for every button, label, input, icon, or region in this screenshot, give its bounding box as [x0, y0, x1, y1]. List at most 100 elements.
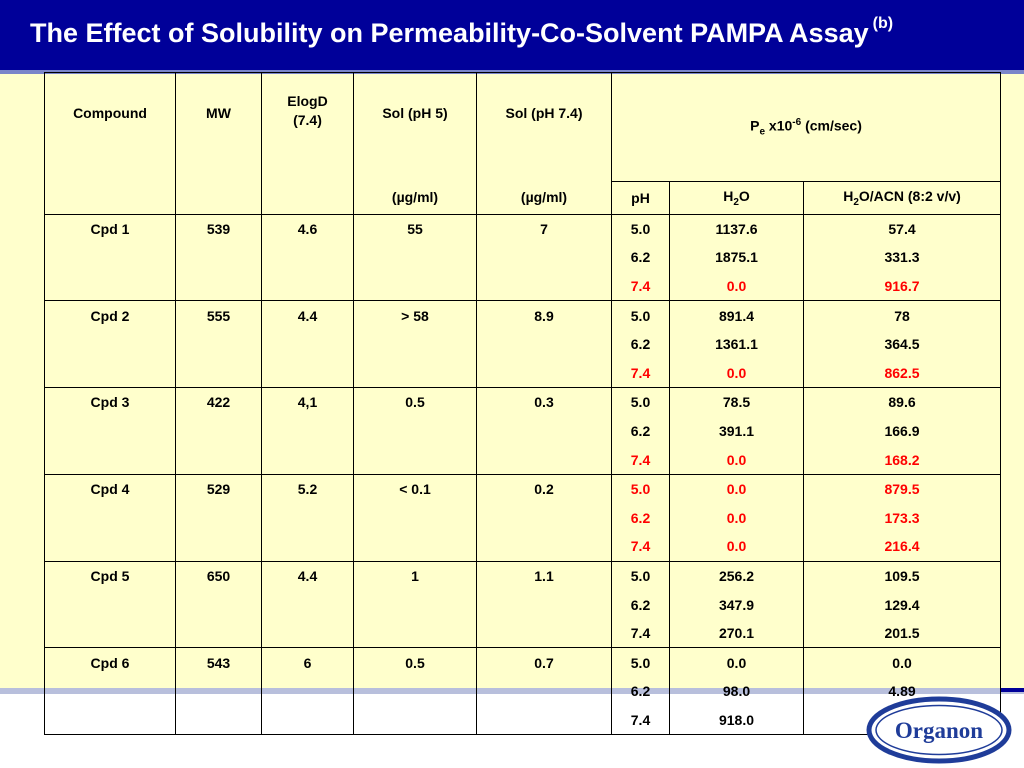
mw-cell: 529 — [175, 474, 262, 504]
mw-cell: 543 — [175, 647, 262, 677]
empty-cell — [476, 705, 612, 736]
empty-cell — [44, 677, 176, 706]
ph-cell: 5.0 — [611, 214, 670, 244]
table-row: 7.4 0.0 916.7 — [44, 271, 1002, 302]
table-row: Cpd 4 529 5.2 < 0.1 0.2 5.0 0.0 879.5 — [44, 474, 1002, 504]
sol-ph5-cell: 0.5 — [353, 387, 477, 417]
pe-h2o-cell: 78.5 — [669, 387, 804, 417]
pe-h2o-acn-cell: 109.5 — [802, 561, 1002, 591]
pe-h2o-cell: 98.0 — [669, 677, 804, 706]
header-h2o: H2O — [669, 181, 804, 215]
table-row: 6.2 1361.1 364.5 — [44, 329, 1002, 359]
slide-title-text: The Effect of Solubility on Permeability… — [30, 18, 869, 48]
pampa-data-table: Compound MW ElogD (7.4) Sol (pH 5) Sol (p… — [44, 72, 1002, 736]
table-row: 7.4 270.1 201.5 — [44, 618, 1002, 649]
empty-cell — [44, 329, 176, 359]
ph-cell: 7.4 — [611, 618, 670, 649]
empty-cell — [175, 358, 262, 389]
table-row: 6.2 391.1 166.9 — [44, 416, 1002, 446]
empty-cell — [476, 618, 612, 649]
empty-cell — [476, 329, 612, 359]
ph-cell: 6.2 — [611, 677, 670, 706]
sol-ph5-cell: > 58 — [353, 300, 477, 330]
empty-cell — [476, 271, 612, 302]
table-row: 6.2 0.0 173.3 — [44, 503, 1002, 533]
subheader-row: (µg/ml) (µg/ml) pH H2O H2O/ACN (8:2 v/v) — [45, 181, 1002, 215]
organon-logo: Organon — [866, 696, 1012, 764]
pe-h2o-cell: 1361.1 — [669, 329, 804, 359]
ph-cell: 7.4 — [611, 271, 670, 302]
empty-cell — [261, 677, 354, 706]
pe-h2o-cell: 0.0 — [669, 647, 804, 677]
empty-cell — [353, 243, 477, 272]
empty-cell — [353, 445, 477, 475]
pe-h2o-cell: 891.4 — [669, 300, 804, 330]
empty-cell — [175, 445, 262, 475]
ph-cell: 7.4 — [611, 358, 670, 389]
empty-cell — [44, 416, 176, 446]
empty-cell — [175, 503, 262, 533]
pe-h2o-cell: 0.0 — [669, 271, 804, 302]
header-ph: pH — [611, 181, 670, 215]
empty-cell — [175, 271, 262, 302]
empty-cell — [353, 590, 477, 619]
table-row: Cpd 2 555 4.4 > 58 8.9 5.0 891.4 78 — [44, 300, 1002, 330]
empty-cell — [261, 271, 354, 302]
compound-name-cell: Cpd 2 — [44, 300, 176, 330]
mw-cell: 555 — [175, 300, 262, 330]
table-row: Cpd 3 422 4,1 0.5 0.3 5.0 78.5 89.6 — [44, 387, 1002, 417]
ph-cell: 5.0 — [611, 647, 670, 677]
pe-h2o-acn-cell: 129.4 — [802, 590, 1002, 619]
empty-cell — [44, 503, 176, 533]
empty-cell — [175, 705, 262, 736]
table-body: Cpd 1 539 4.6 55 7 5.0 1137.6 57.4 6.2 1875.1 331.… — [44, 214, 1002, 736]
sol-ph74-cell: 1.1 — [476, 561, 612, 591]
empty-cell — [353, 358, 477, 389]
ph-cell: 5.0 — [611, 387, 670, 417]
empty-cell — [476, 445, 612, 475]
title-underline — [0, 70, 1024, 74]
empty-cell — [175, 243, 262, 272]
pe-h2o-cell: 256.2 — [669, 561, 804, 591]
empty-cell — [44, 358, 176, 389]
empty-cell — [476, 243, 612, 272]
header-elogd-ph: (7.4) — [293, 112, 322, 128]
mw-cell: 422 — [175, 387, 262, 417]
pe-h2o-cell: 1875.1 — [669, 243, 804, 272]
compound-name-cell: Cpd 6 — [44, 647, 176, 677]
header-compound: Compound — [44, 72, 176, 215]
mw-cell: 650 — [175, 561, 262, 591]
pe-h2o-acn-cell: 201.5 — [802, 618, 1002, 649]
empty-cell — [175, 590, 262, 619]
sol-ph5-cell: 1 — [353, 561, 477, 591]
header-row: Compound MW ElogD (7.4) Sol (pH 5) Sol (p… — [44, 72, 1002, 215]
pe-h2o-acn-cell: 879.5 — [802, 474, 1002, 504]
pe-h2o-cell: 270.1 — [669, 618, 804, 649]
ph-cell: 7.4 — [611, 532, 670, 562]
ph-cell: 5.0 — [611, 474, 670, 504]
table-row: 6.2 98.0 4.89 — [44, 677, 1002, 706]
compound-name-cell: Cpd 4 — [44, 474, 176, 504]
empty-cell — [353, 532, 477, 562]
sol-ph74-cell: 0.7 — [476, 647, 612, 677]
pe-h2o-acn-cell: 78 — [802, 300, 1002, 330]
empty-cell — [353, 503, 477, 533]
empty-cell — [175, 532, 262, 562]
empty-cell — [261, 532, 354, 562]
pe-h2o-acn-cell: 173.3 — [802, 503, 1002, 533]
pe-h2o-cell: 0.0 — [669, 445, 804, 475]
elogd-cell: 4.4 — [261, 561, 354, 591]
pe-h2o-acn-cell: 89.6 — [802, 387, 1002, 417]
ph-cell: 6.2 — [611, 329, 670, 359]
empty-cell — [44, 618, 176, 649]
pe-h2o-cell: 0.0 — [669, 532, 804, 562]
ph-cell: 7.4 — [611, 445, 670, 475]
empty-cell — [261, 358, 354, 389]
pe-h2o-acn-cell: 166.9 — [802, 416, 1002, 446]
table-row: Cpd 1 539 4.6 55 7 5.0 1137.6 57.4 — [44, 214, 1002, 244]
empty-cell — [353, 618, 477, 649]
header-mw: MW — [175, 72, 262, 215]
empty-cell — [261, 503, 354, 533]
pe-h2o-cell: 918.0 — [669, 705, 804, 736]
